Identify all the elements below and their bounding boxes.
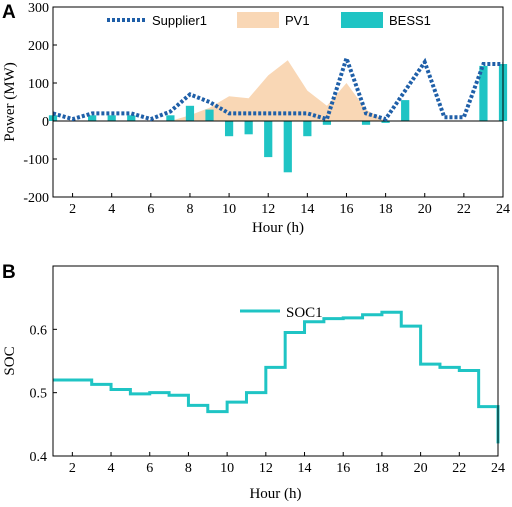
legend-label-pv1: PV1 bbox=[285, 13, 310, 28]
bess1-bar bbox=[107, 115, 116, 121]
x-tick-label: 4 bbox=[108, 202, 115, 217]
y-tick-label: 100 bbox=[28, 77, 49, 92]
y-tick-label: 0.6 bbox=[30, 323, 48, 338]
panel-b-x-ticks: 2 4 6 8 10 12 14 16 18 20 22 24 bbox=[69, 452, 505, 476]
panel-b-y-axis-label: SOC bbox=[2, 346, 18, 375]
soc1-line-group bbox=[53, 310, 500, 444]
legend-swatch-bess1 bbox=[341, 12, 383, 28]
bess1-bar bbox=[166, 115, 175, 121]
y-tick-label: 0 bbox=[42, 115, 49, 130]
pv1-area bbox=[53, 60, 503, 121]
panel-a-x-axis-label: Hour (h) bbox=[252, 220, 304, 236]
bess1-bar bbox=[127, 115, 136, 121]
bess1-bar bbox=[244, 121, 253, 135]
legend-label-supplier1: Supplier1 bbox=[152, 13, 207, 28]
panel-a-frame bbox=[52, 6, 504, 198]
bess1-bar bbox=[224, 121, 234, 137]
legend-label-bess1: BESS1 bbox=[389, 13, 431, 28]
supplier1-line-group bbox=[52, 52, 503, 122]
y-tick-label: -200 bbox=[23, 191, 49, 206]
supplier1-line bbox=[52, 52, 503, 122]
x-tick-label: 2 bbox=[69, 202, 76, 217]
x-tick-label: 14 bbox=[298, 461, 312, 476]
x-tick-label: 22 bbox=[457, 202, 471, 217]
panel-b-legend: SOC1 bbox=[240, 305, 323, 321]
x-tick-label: 24 bbox=[496, 202, 510, 217]
y-tick-label: 300 bbox=[28, 1, 49, 16]
y-tick-label: 0.4 bbox=[30, 450, 48, 465]
panel-a-label: A bbox=[2, 2, 16, 23]
pv1-area-group bbox=[53, 60, 503, 121]
y-tick-label: 0.5 bbox=[30, 387, 48, 402]
x-tick-label: 8 bbox=[186, 202, 193, 217]
x-tick-label: 24 bbox=[491, 461, 505, 476]
panel-b: B 2 4 6 8 10 12 14 16 18 20 22 24 0.60.50.4 Hour (h… bbox=[2, 262, 505, 502]
panel-a-y-axis-label: Power (MW) bbox=[2, 62, 18, 142]
bess1-bar bbox=[322, 121, 332, 125]
legend-label-soc1: SOC1 bbox=[286, 305, 323, 321]
x-tick-label: 16 bbox=[339, 202, 353, 217]
x-tick-label: 20 bbox=[418, 202, 432, 217]
x-tick-label: 2 bbox=[69, 461, 76, 476]
bess1-bar bbox=[205, 109, 214, 121]
bess1-bar bbox=[479, 65, 488, 121]
x-tick-label: 16 bbox=[336, 461, 350, 476]
panel-a-y-ticks: 300 200 100 0 -100 -200 bbox=[23, 1, 57, 206]
x-tick-label: 12 bbox=[259, 461, 273, 476]
bess1-bar bbox=[401, 100, 410, 121]
bess1-bar bbox=[264, 121, 273, 158]
panel-a-legend: Supplier1 PV1 BESS1 bbox=[107, 12, 431, 28]
x-tick-label: 20 bbox=[414, 461, 428, 476]
x-tick-label: 10 bbox=[222, 202, 236, 217]
x-tick-label: 10 bbox=[220, 461, 234, 476]
bess1-bar bbox=[381, 121, 390, 123]
x-tick-label: 4 bbox=[108, 461, 115, 476]
panel-b-label: B bbox=[2, 262, 16, 283]
y-tick-label: 200 bbox=[28, 39, 49, 54]
x-tick-label: 18 bbox=[375, 461, 389, 476]
x-tick-label: 6 bbox=[147, 202, 154, 217]
soc1-line bbox=[53, 310, 500, 444]
x-tick-label: 14 bbox=[300, 202, 314, 217]
bess1-bar bbox=[303, 121, 312, 137]
y-tick-label: -100 bbox=[23, 153, 49, 168]
panel-b-x-axis-label: Hour (h) bbox=[249, 486, 301, 502]
x-tick-label: 12 bbox=[261, 202, 275, 217]
bess1-bar bbox=[88, 115, 97, 121]
panel-b-frame bbox=[52, 265, 499, 457]
x-tick-label: 6 bbox=[146, 461, 153, 476]
panel-a-x-ticks: 2 4 6 8 10 12 14 16 18 20 22 24 bbox=[69, 193, 510, 217]
panel-b-y-ticks: 0.6 0.5 0.4 bbox=[30, 323, 57, 465]
bess1-bar bbox=[283, 121, 292, 173]
x-tick-label: 22 bbox=[452, 461, 466, 476]
bess1-bar bbox=[185, 105, 195, 121]
panel-a: A 2 4 6 8 10 12 14 16 18 20 22 24 3002001000-100-20… bbox=[2, 1, 510, 236]
legend-swatch-pv1 bbox=[237, 12, 279, 28]
x-tick-label: 18 bbox=[379, 202, 393, 217]
bess1-bar bbox=[361, 121, 371, 125]
x-tick-label: 8 bbox=[185, 461, 192, 476]
